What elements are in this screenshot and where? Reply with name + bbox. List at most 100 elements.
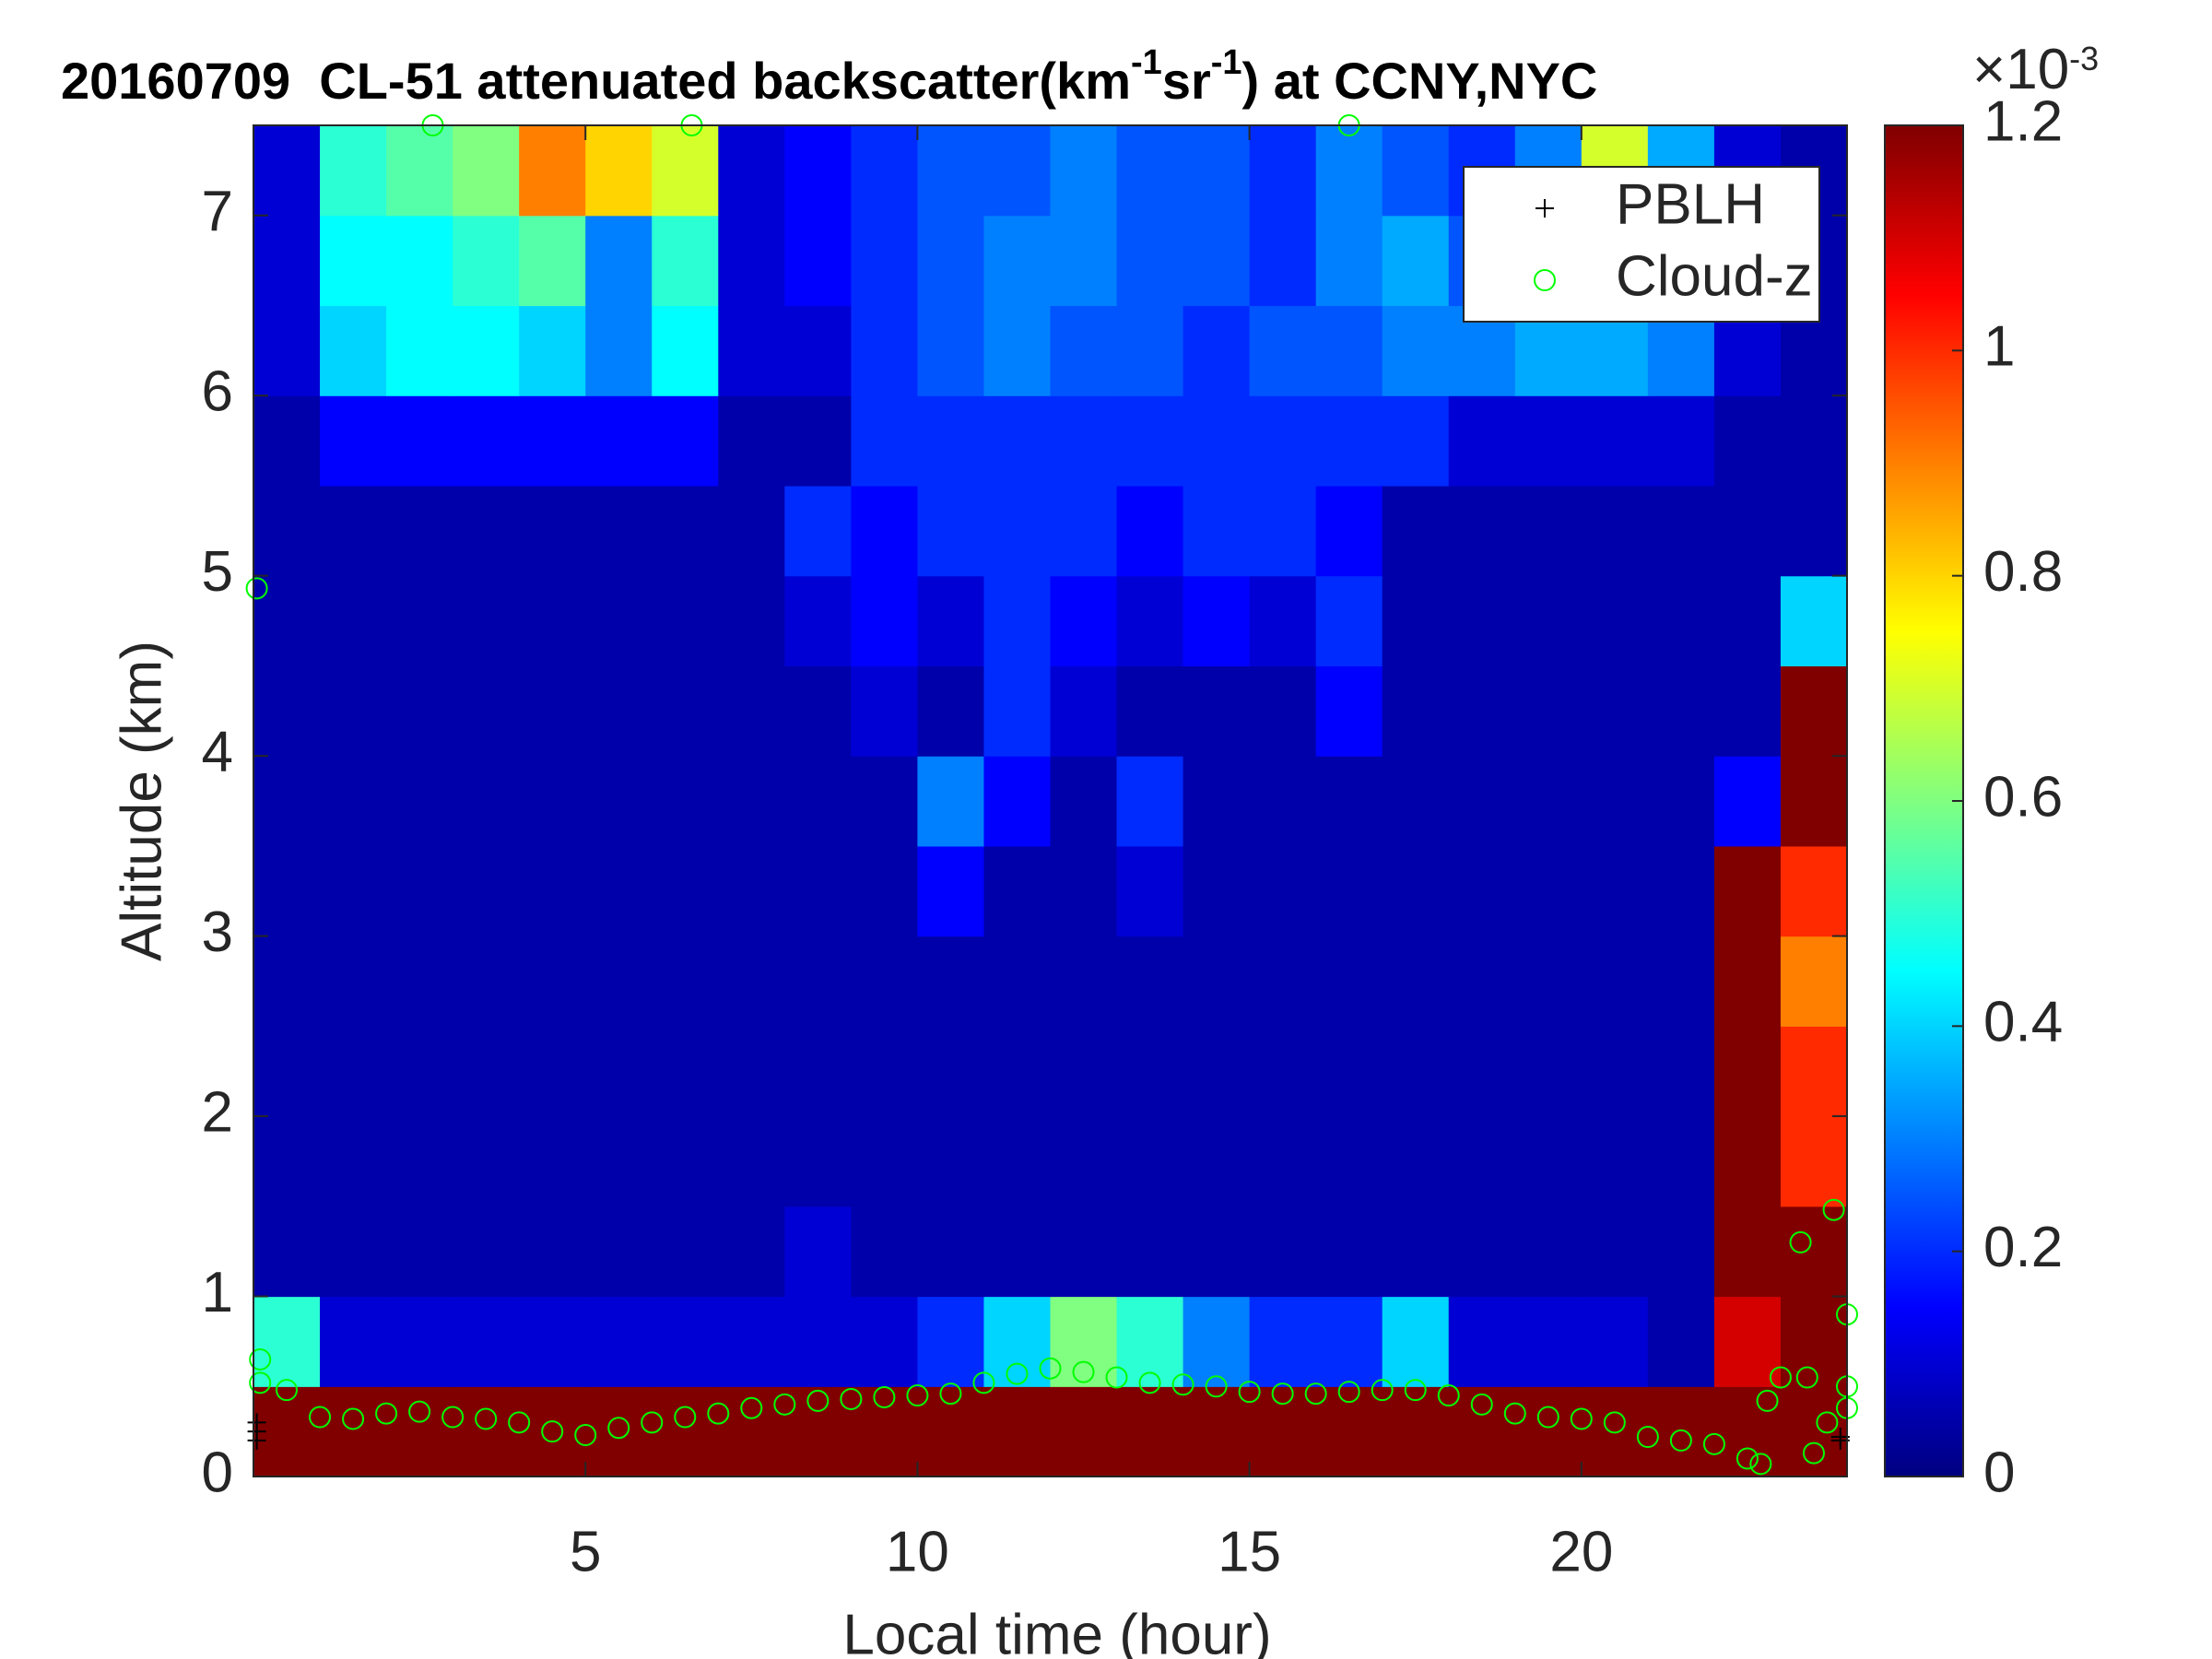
heatmap-cell	[1182, 215, 1251, 307]
heatmap-cell	[917, 665, 985, 757]
marker	[1072, 1360, 1095, 1383]
marker	[641, 1411, 664, 1434]
heatmap-cell	[1647, 1026, 1715, 1117]
heatmap-cell	[386, 1026, 453, 1117]
heatmap-cell	[851, 485, 919, 577]
heatmap-cell	[1050, 665, 1118, 757]
heatmap-cell	[519, 215, 586, 307]
heatmap-cell	[851, 215, 919, 307]
marker	[607, 1417, 630, 1440]
heatmap-cell	[1382, 935, 1450, 1027]
heatmap-cell	[519, 756, 586, 847]
marker	[1735, 1447, 1759, 1470]
heatmap-cell	[320, 1026, 387, 1117]
heatmap-cell	[1514, 575, 1583, 666]
marker	[873, 1385, 896, 1408]
heatmap-cell	[1315, 485, 1383, 577]
heatmap-cell	[983, 935, 1052, 1027]
heatmap-cell	[1581, 1386, 1649, 1477]
legend-label: PBLH	[1616, 172, 1765, 236]
heatmap-cell	[1249, 1206, 1317, 1298]
heatmap-cell	[585, 125, 653, 217]
heatmap-cell	[1050, 1206, 1118, 1298]
heatmap-cell	[1713, 395, 1782, 487]
heatmap-cell	[1382, 575, 1450, 666]
heatmap-cell	[652, 215, 719, 307]
heatmap-cell	[386, 125, 453, 217]
heatmap-cell	[917, 395, 985, 487]
heatmap-cell	[1581, 845, 1649, 937]
heatmap-cell	[1581, 756, 1649, 847]
marker	[1636, 1425, 1659, 1448]
heatmap-cell	[1382, 215, 1450, 307]
heatmap-cell	[253, 756, 321, 847]
marker	[773, 1393, 796, 1416]
heatmap-cell	[320, 125, 387, 217]
heatmap-cell	[253, 395, 321, 487]
heatmap-cell	[1315, 215, 1383, 307]
heatmap-cell	[917, 215, 985, 307]
heatmap-cell	[718, 935, 785, 1027]
heatmap-cell	[453, 935, 520, 1027]
heatmap-cell	[1182, 1026, 1251, 1117]
marker	[375, 1402, 398, 1425]
marker	[1756, 1389, 1779, 1412]
heatmap-cell	[1780, 575, 1847, 666]
marker	[972, 1371, 995, 1394]
heatmap-cell	[253, 215, 321, 307]
marker	[1470, 1393, 1493, 1416]
axes-box	[253, 124, 1848, 1477]
heatmap-cell	[983, 395, 1052, 487]
heatmap-cell	[519, 1296, 586, 1387]
heatmap-cell	[519, 485, 586, 577]
heatmap-cell	[983, 485, 1052, 577]
heatmap-cell	[851, 1116, 919, 1207]
heatmap-cell	[1116, 1206, 1184, 1298]
heatmap-cell	[851, 1296, 919, 1387]
heatmap-cell	[652, 1026, 719, 1117]
heatmap-cell	[1713, 485, 1782, 577]
heatmap-cell	[983, 756, 1052, 847]
heatmap-cell	[320, 1386, 387, 1477]
heatmap-cell	[652, 665, 719, 757]
heatmap-cell	[784, 125, 852, 217]
heatmap-cell	[1249, 125, 1317, 217]
heatmap-cell	[718, 1296, 785, 1387]
heatmap-cell	[253, 845, 321, 937]
heatmap-cell	[851, 1386, 919, 1477]
heatmap-cell	[453, 1116, 520, 1207]
heatmap-cell	[1050, 935, 1118, 1027]
heatmap-cell	[851, 1206, 919, 1298]
marker	[1304, 1382, 1327, 1406]
heatmap-cell	[1448, 935, 1516, 1027]
colorbar-tick-label: 0.2	[1983, 1216, 2063, 1279]
marker-shape	[1535, 199, 1554, 218]
marker	[249, 1347, 272, 1371]
heatmap-cell	[1249, 1116, 1317, 1207]
heatmap-cell	[1780, 665, 1847, 757]
heatmap-cell	[917, 935, 985, 1027]
heatmap-cell	[1116, 756, 1184, 847]
heatmap-cell	[718, 575, 785, 666]
heatmap-cell	[1780, 1116, 1847, 1207]
marker	[1816, 1411, 1839, 1434]
heatmap-cell	[1448, 845, 1516, 937]
heatmap-cell	[1514, 1206, 1583, 1298]
heatmap-cell	[1315, 1296, 1383, 1387]
heatmap-cell	[453, 1206, 520, 1298]
heatmap-cell	[1050, 575, 1118, 666]
heatmap-cell	[917, 1386, 985, 1477]
heatmap-cell	[1581, 575, 1649, 666]
heatmap-cell	[585, 215, 653, 307]
heatmap-cell	[585, 1206, 653, 1298]
heatmap-cell	[386, 305, 453, 396]
heatmap-cell	[1050, 305, 1118, 396]
heatmap-cell	[1448, 1296, 1516, 1387]
heatmap-cell	[1514, 1116, 1583, 1207]
heatmap-cell	[1315, 1206, 1383, 1298]
heatmap-cell	[1050, 395, 1118, 487]
heatmap-cell	[784, 756, 852, 847]
heatmap-cell	[585, 756, 653, 847]
heatmap-cell	[917, 1206, 985, 1298]
y-tick-label: 6	[202, 360, 233, 424]
